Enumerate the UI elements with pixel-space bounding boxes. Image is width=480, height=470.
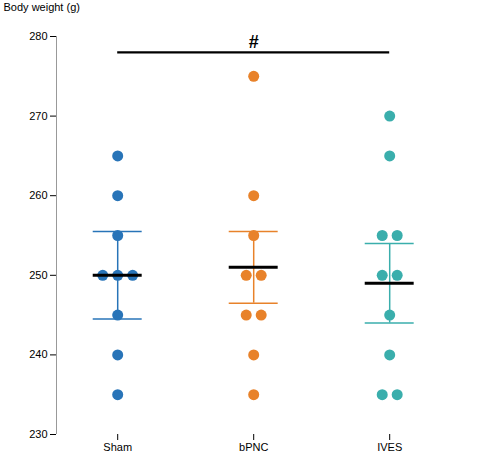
svg-text:230: 230 xyxy=(29,428,47,440)
svg-text:#: # xyxy=(249,32,259,52)
svg-text:bPNC: bPNC xyxy=(239,441,268,453)
svg-text:Sham: Sham xyxy=(103,441,132,453)
svg-text:260: 260 xyxy=(29,189,47,201)
svg-text:240: 240 xyxy=(29,348,47,360)
svg-text:270: 270 xyxy=(29,110,47,122)
svg-text:IVES: IVES xyxy=(377,441,402,453)
svg-text:250: 250 xyxy=(29,269,47,281)
svg-text:Body weight (g): Body weight (g) xyxy=(4,1,80,13)
svg-text:280: 280 xyxy=(29,30,47,42)
